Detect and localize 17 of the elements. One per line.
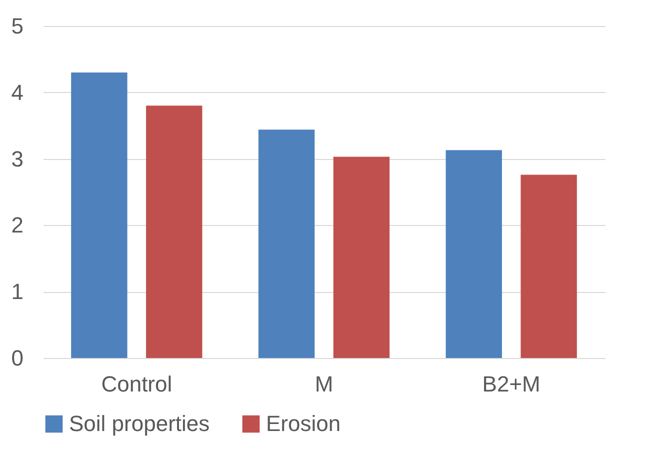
legend-label: Erosion (266, 411, 341, 436)
bar (71, 72, 128, 358)
x-tick-label: Control (101, 372, 172, 396)
y-tick-label: 4 (11, 80, 24, 105)
bar (446, 150, 502, 358)
y-tick-label: 0 (11, 346, 24, 370)
y-tick-label: 3 (11, 146, 24, 172)
bar (520, 174, 577, 358)
x-tick-label: M (314, 372, 334, 396)
y-tick-label: 2 (11, 212, 24, 238)
y-tick-label: 1 (11, 279, 24, 304)
y-tick-label: 5 (11, 14, 24, 38)
x-tick-label: B2+M (482, 372, 540, 396)
legend-label: Soil properties (69, 411, 210, 436)
bar (258, 130, 315, 358)
bar (333, 156, 390, 358)
bar (146, 106, 202, 358)
